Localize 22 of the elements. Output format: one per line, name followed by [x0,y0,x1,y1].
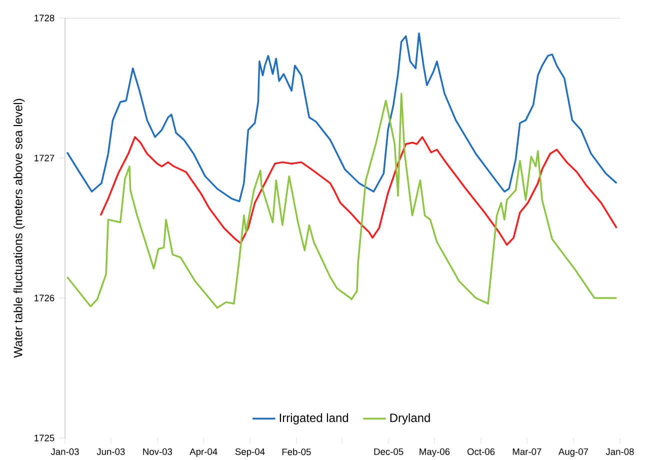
y-tick-label: 1728 [34,14,54,22]
legend-label: Irrigated land [280,413,348,424]
line-series [66,92,618,309]
x-tick-label: Jan-08 [606,448,634,455]
x-tick-label: Apr-04 [190,448,218,457]
x-tick-label: Dec-05 [374,448,404,455]
x-tick-label: Sep-04 [235,448,265,457]
y-tick-label: 1726 [34,294,54,302]
legend-label: Dryland [390,413,430,424]
y-tick-label: 1727 [34,154,54,162]
x-tick-label: Feb-05 [282,448,311,456]
line-series [100,136,618,246]
x-tick-label: Aug-07 [558,448,588,457]
line-series [66,32,618,202]
x-tick-label: Oct-06 [467,448,495,455]
x-tick-label: Jan-03 [50,448,79,455]
y-axis-title: Water table fluctuations (meters above sea level) [14,98,25,358]
x-tick-label: Mar-07 [512,448,542,455]
y-tick-label: 1725 [34,434,54,442]
x-tick-label: May-06 [420,448,450,457]
x-tick-label: Nov-03 [143,448,172,455]
x-tick-label: Jun-03 [96,448,125,455]
